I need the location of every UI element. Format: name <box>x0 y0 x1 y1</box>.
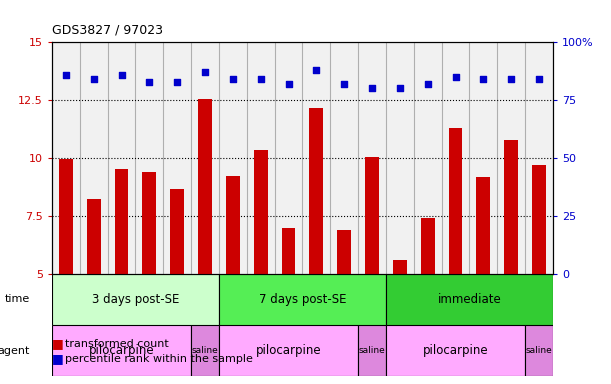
Bar <box>226 176 240 273</box>
Bar <box>170 189 184 273</box>
Bar <box>108 42 136 273</box>
Bar <box>52 273 219 325</box>
Point <box>256 76 266 82</box>
Bar <box>309 108 323 273</box>
Point <box>451 74 461 80</box>
Text: pilocarpine: pilocarpine <box>89 344 155 357</box>
Text: 7 days post-SE: 7 days post-SE <box>258 293 346 306</box>
Text: saline: saline <box>192 346 218 355</box>
Point <box>228 76 238 82</box>
Bar <box>532 165 546 273</box>
Text: ■: ■ <box>52 337 68 350</box>
Bar <box>191 42 219 273</box>
Bar <box>386 42 414 273</box>
Text: 3 days post-SE: 3 days post-SE <box>92 293 179 306</box>
Text: time: time <box>4 294 30 304</box>
Point <box>172 78 182 84</box>
Bar <box>442 42 469 273</box>
Text: GDS3827 / 97023: GDS3827 / 97023 <box>52 23 163 36</box>
Bar <box>52 325 191 376</box>
Bar <box>274 42 302 273</box>
Text: agent: agent <box>0 346 30 356</box>
Text: transformed count: transformed count <box>65 339 169 349</box>
Bar <box>282 228 296 273</box>
Point <box>423 81 433 87</box>
Bar <box>219 273 386 325</box>
Point <box>534 76 544 82</box>
Point <box>339 81 349 87</box>
Point <box>312 67 321 73</box>
Point <box>367 85 377 91</box>
Point <box>284 81 293 87</box>
Bar <box>302 42 331 273</box>
Point <box>395 85 404 91</box>
Bar <box>358 42 386 273</box>
Bar <box>80 42 108 273</box>
Bar <box>386 325 525 376</box>
Text: saline: saline <box>359 346 386 355</box>
Point <box>117 71 126 78</box>
Bar <box>59 159 73 273</box>
Bar <box>504 140 518 273</box>
Point <box>61 71 71 78</box>
Bar <box>198 99 212 273</box>
Bar <box>421 218 434 273</box>
Bar <box>386 273 553 325</box>
Bar <box>477 177 490 273</box>
Bar <box>337 230 351 273</box>
Bar <box>115 169 128 273</box>
Bar <box>52 42 80 273</box>
Bar <box>142 172 156 273</box>
Bar <box>254 150 268 273</box>
Bar <box>358 325 386 376</box>
Bar <box>163 42 191 273</box>
Text: percentile rank within the sample: percentile rank within the sample <box>65 354 253 364</box>
Bar <box>365 157 379 273</box>
Bar <box>331 42 358 273</box>
Text: saline: saline <box>525 346 552 355</box>
Point <box>200 69 210 75</box>
Bar <box>414 42 442 273</box>
Point <box>478 76 488 82</box>
Bar <box>247 42 274 273</box>
Bar <box>191 325 219 376</box>
Bar <box>448 128 463 273</box>
Bar <box>136 42 163 273</box>
Bar <box>497 42 525 273</box>
Point <box>89 76 98 82</box>
Text: ■: ■ <box>52 353 68 366</box>
Bar <box>469 42 497 273</box>
Bar <box>87 199 101 273</box>
Bar <box>393 260 407 273</box>
Point <box>144 78 154 84</box>
Text: pilocarpine: pilocarpine <box>423 344 488 357</box>
Bar <box>219 325 358 376</box>
Bar <box>525 42 553 273</box>
Bar <box>525 325 553 376</box>
Point <box>507 76 516 82</box>
Text: pilocarpine: pilocarpine <box>256 344 321 357</box>
Bar <box>219 42 247 273</box>
Text: immediate: immediate <box>437 293 502 306</box>
